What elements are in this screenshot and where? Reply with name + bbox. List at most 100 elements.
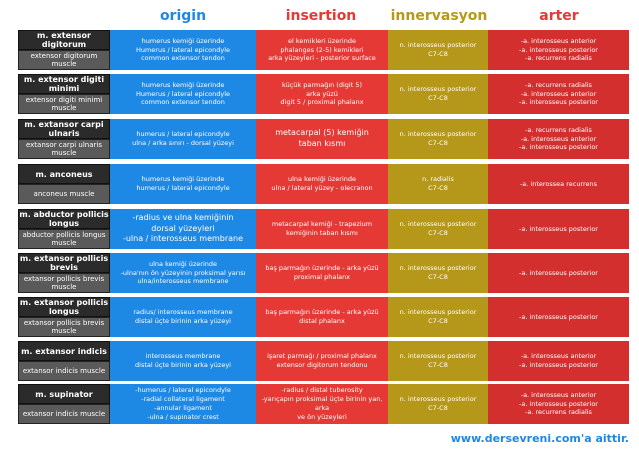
innervation-cell-line: C7-C8 [428, 361, 448, 369]
origin-cell-line: common extensor tendon [141, 98, 225, 107]
insertion-cell: metacarpal kemiği - trapezium kemiğinin t… [256, 209, 388, 249]
insertion-cell-line: arka yüzeyleri - posterior surface [268, 54, 376, 63]
insertion-cell: baş parmağın üzerinde - arka yüzü distal … [256, 297, 388, 337]
artery-cell-line: -a. interosseus posterior [519, 143, 598, 152]
muscle-latin-name: m. extensor digitorum [18, 30, 110, 50]
insertion-cell-line: taban kısmı [298, 139, 346, 148]
innervation-cell: n. interosseus posterior C7-C8 [388, 341, 488, 381]
insertion-cell-line: phalanges (2-5) kemikleri [280, 45, 364, 54]
muscle-english-name: abductor pollicis longus muscle [18, 229, 110, 249]
muscle-name-block: m. abductor pollicis longus abductor poll… [18, 209, 110, 249]
artery-cell-line: -a. interosseus posterior [519, 399, 598, 408]
insertion-cell-line: baş parmağın üzerinde - arka yüzü [265, 264, 379, 273]
muscle-name-block: m. extansor pollicis longus extansor poll… [18, 297, 110, 337]
muscle-english-name: extansor carpi ulnaris muscle [18, 139, 110, 159]
artery-cell: -a. interosseus posterior [488, 253, 629, 293]
artery-cell-line: -a. interosseus posterior [519, 224, 598, 233]
innervation-cell-line: n. radialis [422, 175, 454, 184]
origin-cell-line: -ulna / interosseus membrane [122, 234, 244, 244]
insertion-cell-line: baş parmağın üzerinde - arka yüzü [265, 308, 379, 317]
origin-cell-line: ulna/interosseus membrane [137, 277, 229, 286]
artery-cell: -a. recurrens radialis -a. interosseus an… [488, 74, 629, 114]
insertion-cell: küçük parmağın (digit 5) arka yüzü digit 5… [256, 74, 388, 114]
table-row: m. supinator extansor indicis muscle -hume… [18, 384, 629, 424]
origin-cell-line: -radius ve ulna kemiğinin [132, 212, 234, 222]
artery-cell: -a. interossea recurrens [488, 164, 629, 204]
origin-cell-line: common extensor tendon [141, 54, 225, 63]
innervation-cell-line: n. interosseus posterior [399, 85, 477, 94]
innervation-cell-line: C7-C8 [428, 139, 448, 147]
innervation-cell-line: C7-C8 [428, 94, 448, 102]
muscle-english-name: extensor digiti minimi muscle [18, 94, 110, 114]
innervation-cell-line: n. interosseus posterior [399, 264, 477, 273]
artery-cell-line: -a. interosseus anterior [520, 134, 597, 143]
insertion-cell-line: metacarpal (5) kemiğin [275, 128, 369, 138]
muscle-latin-name: m. extansor pollicis brevis [18, 253, 110, 273]
artery-cell-line: -a. interosseus posterior [519, 98, 598, 107]
artery-cell-line: -a. recurrens radialis [525, 80, 592, 89]
innervation-cell: n. interosseus posterior C7-C8 [388, 297, 488, 337]
muscle-english-name: extansor pollicis brevis muscle [18, 317, 110, 337]
muscle-english-name: extansor pollicis brevis muscle [18, 273, 110, 293]
muscle-latin-name: m. supinator [18, 384, 110, 404]
artery-cell-line: -a. interosseus posterior [519, 361, 598, 369]
table-row: m. anconeus anconeus muscle humerus kemiği… [18, 164, 629, 204]
artery-cell-line: -a. recurrens radialis [525, 408, 592, 417]
header-origin: origin [159, 8, 207, 24]
innervation-cell: n. interosseus posterior C7-C8 [388, 74, 488, 114]
innervation-cell: n. interosseus posterior C7-C8 [388, 253, 488, 293]
innervation-cell-line: n. interosseus posterior [399, 130, 477, 139]
muscle-name-block: m. extensor digiti minimi extensor digiti… [18, 74, 110, 114]
origin-cell-line: interosseus membrane [145, 352, 221, 361]
origin-cell-line: -annular ligament [154, 404, 212, 412]
insertion-cell: ulna kemiği üzerinde ulna / lateral yüzey… [256, 164, 388, 204]
innervation-cell-line: n. interosseus posterior [399, 41, 477, 50]
artery-cell-line: -a. interosseus anterior [520, 352, 597, 361]
artery-cell-line: -a. interosseus anterior [520, 89, 597, 98]
insertion-cell-line: ulna / lateral yüzey - olecranon [271, 184, 373, 192]
artery-cell: -a. interosseus posterior [488, 297, 629, 337]
muscle-latin-name: m. extansor carpi ulnaris [18, 119, 110, 139]
artery-cell-line: -a. interosseus posterior [519, 312, 598, 321]
insertion-cell-line: -radius / distal tuberosity [281, 386, 363, 395]
innervation-cell-line: n. interosseus posterior [399, 352, 477, 361]
header-insertion: insertion [285, 8, 357, 24]
muscle-latin-name: m. extensor digiti minimi [18, 74, 110, 94]
insertion-cell-line: ulna kemiği üzerinde [287, 175, 356, 184]
origin-cell-line: distal üçte birinin arka yüzeyi [135, 361, 231, 369]
muscle-latin-name: m. anconeus [18, 164, 110, 184]
artery-cell: -a. interosseus posterior [488, 209, 629, 249]
muscle-english-name: anconeus muscle [18, 184, 110, 204]
innervation-cell-line: C7-C8 [428, 50, 448, 58]
origin-cell-line: -ulna'nın ön yüzeyinin proksimal yarısı [120, 268, 246, 277]
origin-cell-line: -humerus / lateral epicondyle [135, 386, 231, 395]
insertion-cell-line: proximal phalanx [293, 273, 351, 281]
table-row: m. extansor pollicis brevis extansor poll… [18, 253, 629, 293]
innervation-cell-line: C7-C8 [428, 273, 448, 281]
innervation-cell-line: C7-C8 [428, 229, 448, 237]
innervation-cell-line: n. interosseus posterior [399, 220, 477, 229]
artery-cell: -a. interosseus anterior -a. interosseus … [488, 30, 629, 70]
origin-cell-line: radius/ interosseus membrane [133, 308, 233, 317]
origin-cell-line: humerus / lateral epicondyle [136, 184, 230, 192]
artery-cell: -a. recurrens radialis -a. interosseus an… [488, 119, 629, 159]
table-row: m. extansor pollicis longus extansor poll… [18, 297, 629, 337]
origin-cell: -humerus / lateral epicondyle -radial col… [110, 384, 256, 424]
innervation-cell: n. interosseus posterior C7-C8 [388, 209, 488, 249]
artery-cell-line: -a. interosseus posterior [519, 268, 598, 277]
insertion-cell: baş parmağın üzerinde - arka yüzü proxima… [256, 253, 388, 293]
table-row: m. extensor digiti minimi extensor digiti… [18, 74, 629, 114]
innervation-cell: n. radialis C7-C8 [388, 164, 488, 204]
muscle-latin-name: m. extansor indicis [18, 341, 110, 361]
insertion-cell-line: metacarpal kemiği - trapezium [271, 220, 373, 229]
insertion-cell-line: digit 5 / proximal phalanx [280, 98, 364, 107]
header-innervation: innervasyon [390, 8, 488, 24]
artery-cell-line: -a. interosseus anterior [520, 36, 597, 45]
footer-credit: www.dersevreni.com'a aittir. [450, 432, 629, 445]
insertion-cell-line: küçük parmağın (digit 5) [282, 80, 362, 89]
artery-cell-line: -a. interossea recurrens [519, 179, 598, 188]
origin-cell-line: distal üçte birinin arka yüzeyi [135, 317, 231, 325]
origin-cell-line: Humerus / lateral epicondyle [135, 45, 231, 54]
muscle-latin-name: m. abductor pollicis longus [18, 209, 110, 229]
insertion-cell-line: -yarıçapın proksimal üçte birinin yan, a… [261, 395, 383, 412]
